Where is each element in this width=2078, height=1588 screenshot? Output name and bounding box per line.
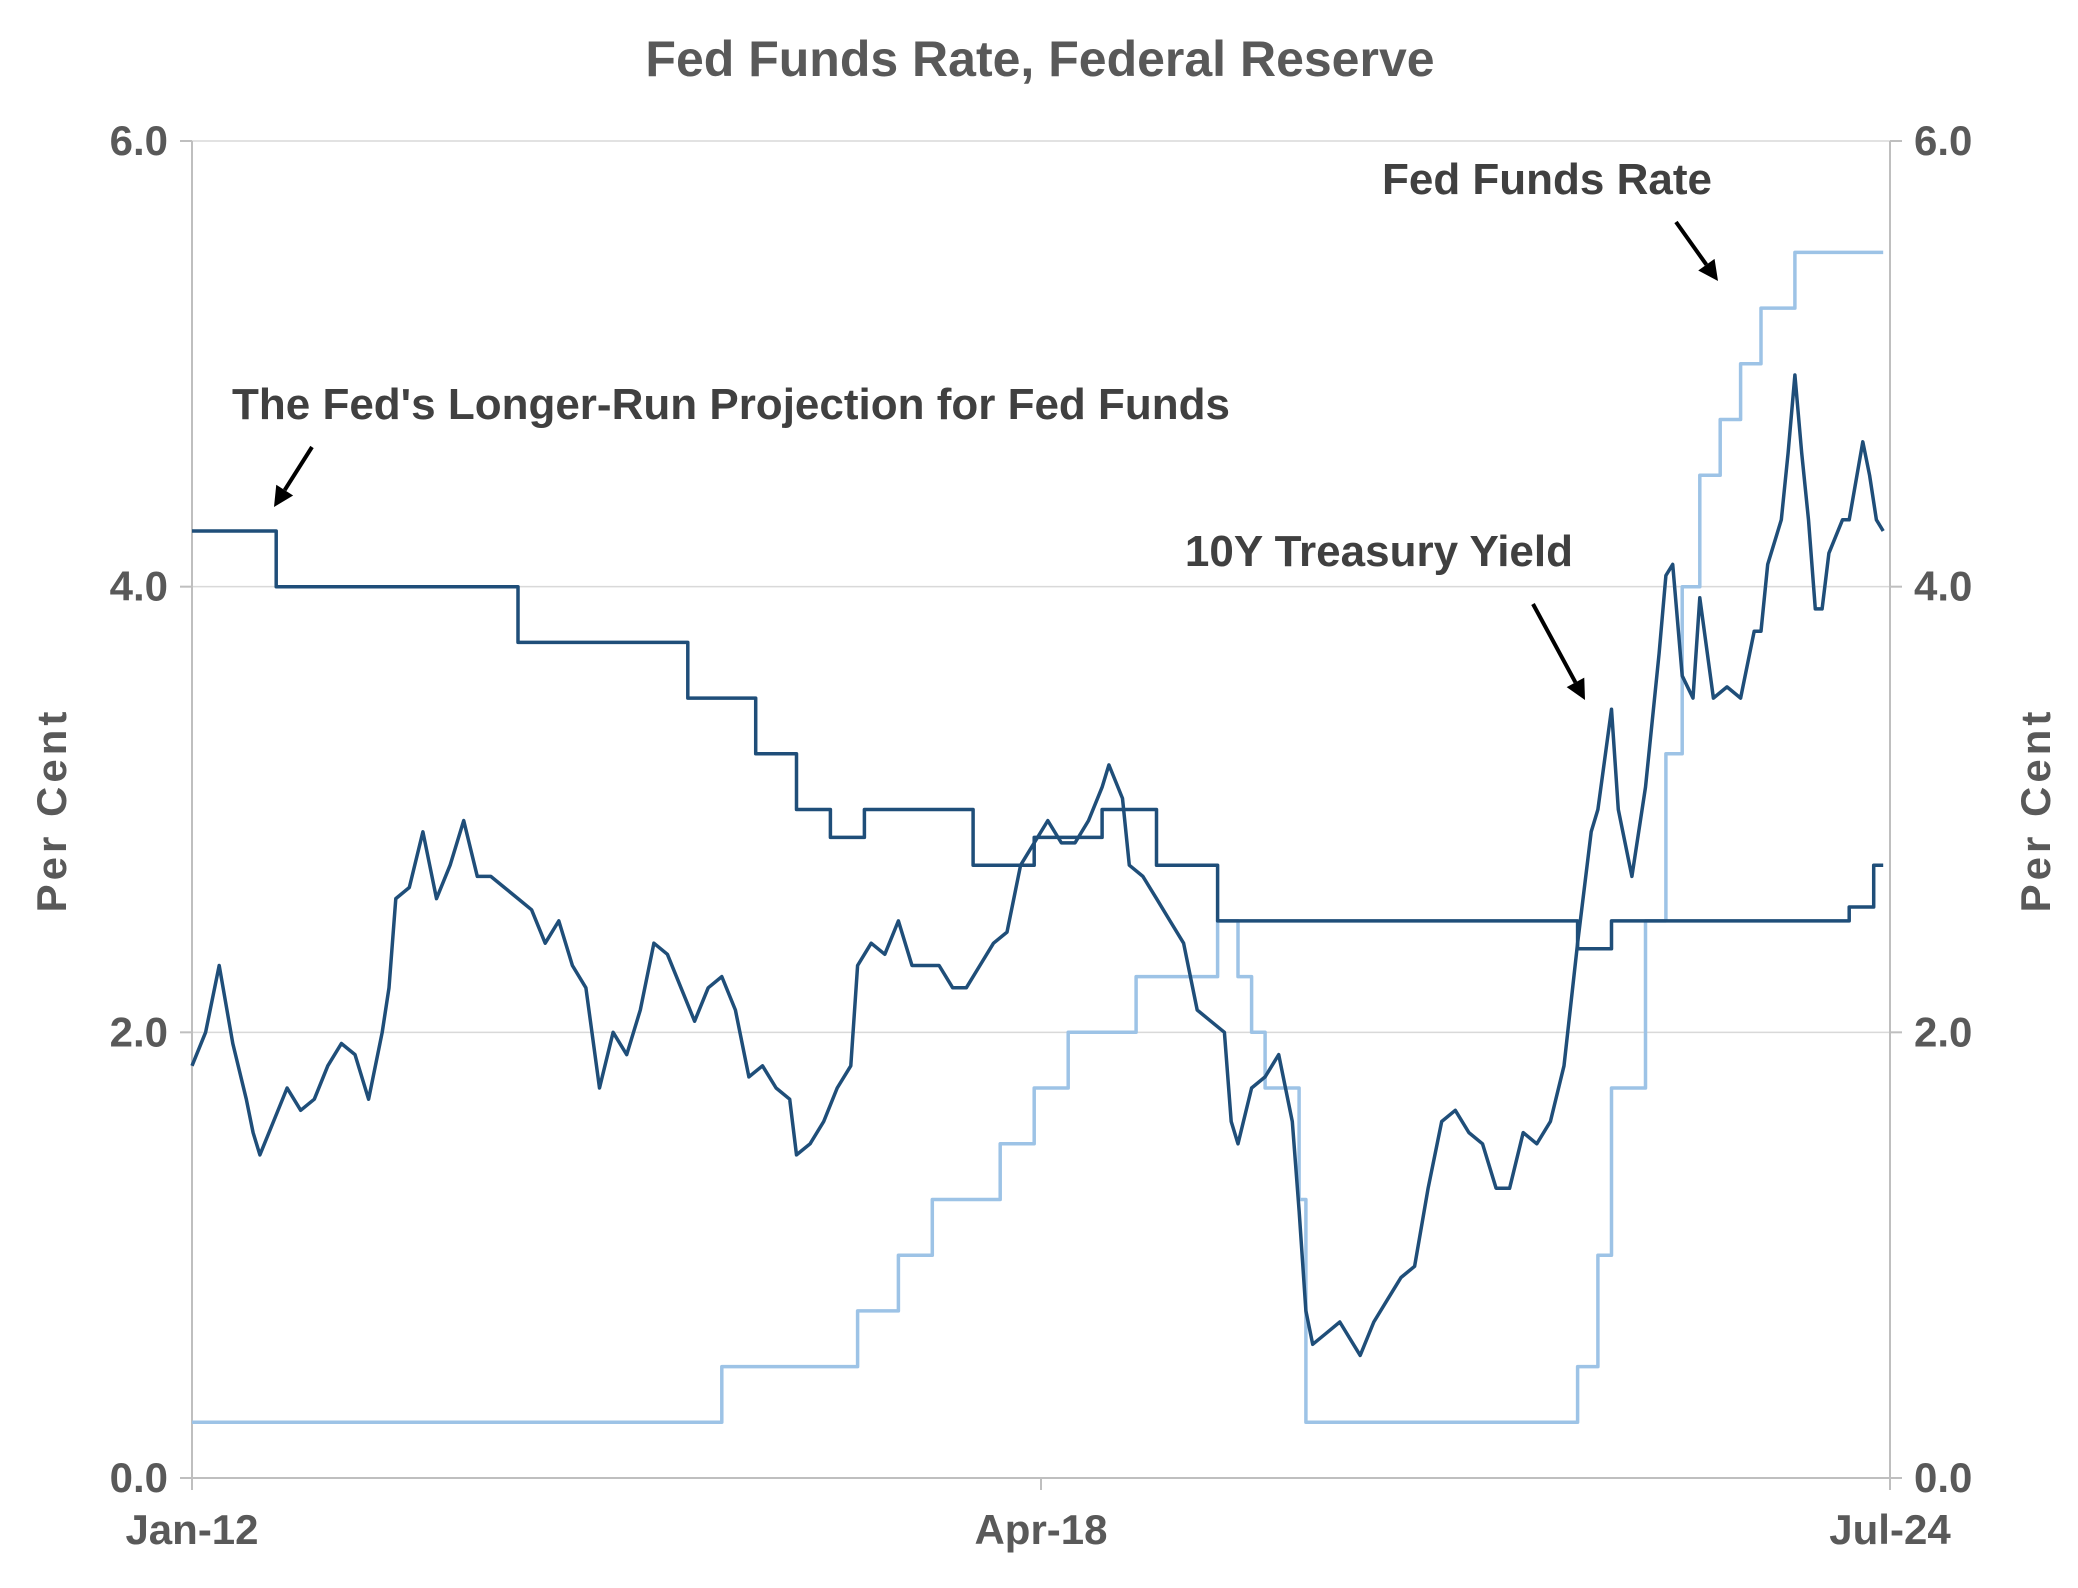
arrow-longer-run [274,445,314,507]
right-y-axis-label: Per Cent [2012,708,2059,913]
y-tick-label-left-1: 2.0 [110,1008,168,1055]
y-tick-label-left-2: 4.0 [110,563,168,610]
tick-labels: 0.0 0.0 2.0 2.0 4.0 4.0 6.0 6.0 Jan-12 Apr-18 Jul-… [110,117,1973,1553]
annotation-arrows [274,220,1718,700]
annotation-longer-run: The Fed's Longer-Run Projection for Fed … [232,380,1230,429]
chart-title: Fed Funds Rate, Federal Reserve [645,31,1434,87]
y-tick-label-right-2: 4.0 [1914,563,1972,610]
annotation-fed-funds-rate: Fed Funds Rate [1382,155,1712,204]
arrow-fed-funds-rate [1674,220,1718,281]
x-tick-label-2: Jul-24 [1829,1506,1951,1553]
series-lines [190,250,1885,1425]
arrow-ten-year [1531,603,1585,700]
series-line-fed_funds [192,250,1884,1425]
y-tick-label-right-1: 2.0 [1914,1008,1972,1055]
x-tick-label-1: Apr-18 [974,1506,1107,1553]
series-line-ten_year [190,373,1885,1358]
y-tick-label-left-0: 0.0 [110,1454,168,1501]
y-tick-label-left-3: 6.0 [110,117,168,164]
y-tick-label-right-0: 0.0 [1914,1454,1972,1501]
annotation-ten-year: 10Y Treasury Yield [1185,527,1573,576]
left-y-axis-label: Per Cent [28,708,75,913]
x-tick-label-0: Jan-12 [125,1506,258,1553]
y-tick-label-right-3: 6.0 [1914,117,1972,164]
annotations: Fed Funds Rate The Fed's Longer-Run Proj… [232,155,1712,576]
series-line-longer_run [192,529,1884,951]
